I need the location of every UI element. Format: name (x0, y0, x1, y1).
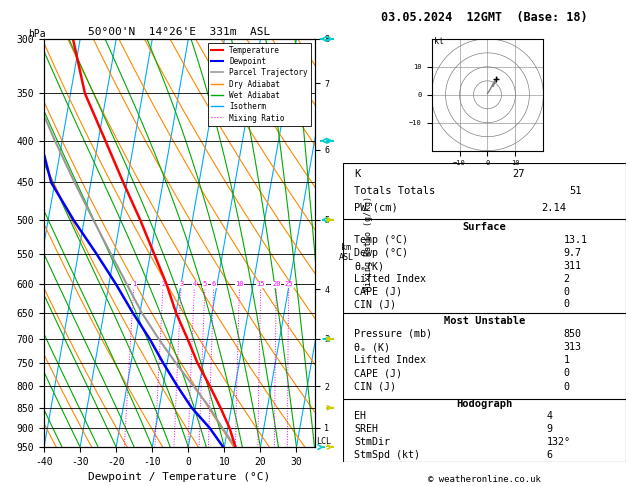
Text: 1: 1 (132, 281, 136, 287)
Text: 3: 3 (179, 281, 183, 287)
Text: 0: 0 (564, 382, 570, 392)
Text: Surface: Surface (462, 222, 506, 232)
Text: kt: kt (435, 37, 444, 47)
Text: 51: 51 (569, 186, 582, 196)
Text: 0: 0 (564, 299, 570, 310)
Text: 5: 5 (203, 281, 207, 287)
Text: θₑ(K): θₑ(K) (354, 261, 384, 271)
Text: 03.05.2024  12GMT  (Base: 18): 03.05.2024 12GMT (Base: 18) (381, 11, 587, 23)
Text: Totals Totals: Totals Totals (354, 186, 435, 196)
Text: Lifted Index: Lifted Index (354, 274, 426, 284)
Text: Mixing Ratio (g/kg): Mixing Ratio (g/kg) (364, 195, 373, 291)
Text: 6: 6 (547, 451, 553, 460)
Text: 25: 25 (284, 281, 293, 287)
Text: Hodograph: Hodograph (456, 399, 513, 409)
Text: 2: 2 (161, 281, 165, 287)
Text: 313: 313 (564, 342, 582, 352)
Text: K: K (354, 169, 360, 179)
Text: 132°: 132° (547, 437, 571, 447)
Text: CIN (J): CIN (J) (354, 382, 396, 392)
Text: 20: 20 (272, 281, 281, 287)
Text: Most Unstable: Most Unstable (443, 316, 525, 326)
Text: EH: EH (354, 411, 366, 420)
Text: Temp (°C): Temp (°C) (354, 236, 408, 245)
Text: Pressure (mb): Pressure (mb) (354, 329, 432, 339)
Legend: Temperature, Dewpoint, Parcel Trajectory, Dry Adiabat, Wet Adiabat, Isotherm, Mi: Temperature, Dewpoint, Parcel Trajectory… (208, 43, 311, 125)
Text: 2: 2 (564, 274, 570, 284)
Text: hPa: hPa (28, 29, 45, 39)
X-axis label: Dewpoint / Temperature (°C): Dewpoint / Temperature (°C) (88, 472, 270, 483)
Text: SREH: SREH (354, 424, 378, 434)
Text: 2.14: 2.14 (541, 203, 566, 212)
Text: PW (cm): PW (cm) (354, 203, 398, 212)
Text: 0: 0 (564, 368, 570, 379)
Text: CAPE (J): CAPE (J) (354, 368, 402, 379)
Text: StmSpd (kt): StmSpd (kt) (354, 451, 420, 460)
Text: 4: 4 (547, 411, 553, 420)
Text: θₑ (K): θₑ (K) (354, 342, 390, 352)
Y-axis label: km
ASL: km ASL (338, 243, 353, 262)
Text: Dewp (°C): Dewp (°C) (354, 248, 408, 258)
Title: 50°00'N  14°26'E  331m  ASL: 50°00'N 14°26'E 331m ASL (88, 27, 270, 37)
Text: CIN (J): CIN (J) (354, 299, 396, 310)
Text: StmDir: StmDir (354, 437, 390, 447)
Text: LCL: LCL (316, 437, 331, 446)
Text: 1: 1 (564, 355, 570, 365)
Text: 13.1: 13.1 (564, 236, 587, 245)
Text: 311: 311 (564, 261, 582, 271)
Text: 4: 4 (192, 281, 197, 287)
Text: © weatheronline.co.uk: © weatheronline.co.uk (428, 475, 541, 485)
Text: 27: 27 (513, 169, 525, 179)
Text: 15: 15 (257, 281, 265, 287)
Text: 0: 0 (564, 287, 570, 296)
Text: 850: 850 (564, 329, 582, 339)
Text: CAPE (J): CAPE (J) (354, 287, 402, 296)
Text: 6: 6 (212, 281, 216, 287)
Text: 10: 10 (235, 281, 244, 287)
Text: Lifted Index: Lifted Index (354, 355, 426, 365)
Text: 9.7: 9.7 (564, 248, 582, 258)
Text: 9: 9 (547, 424, 553, 434)
